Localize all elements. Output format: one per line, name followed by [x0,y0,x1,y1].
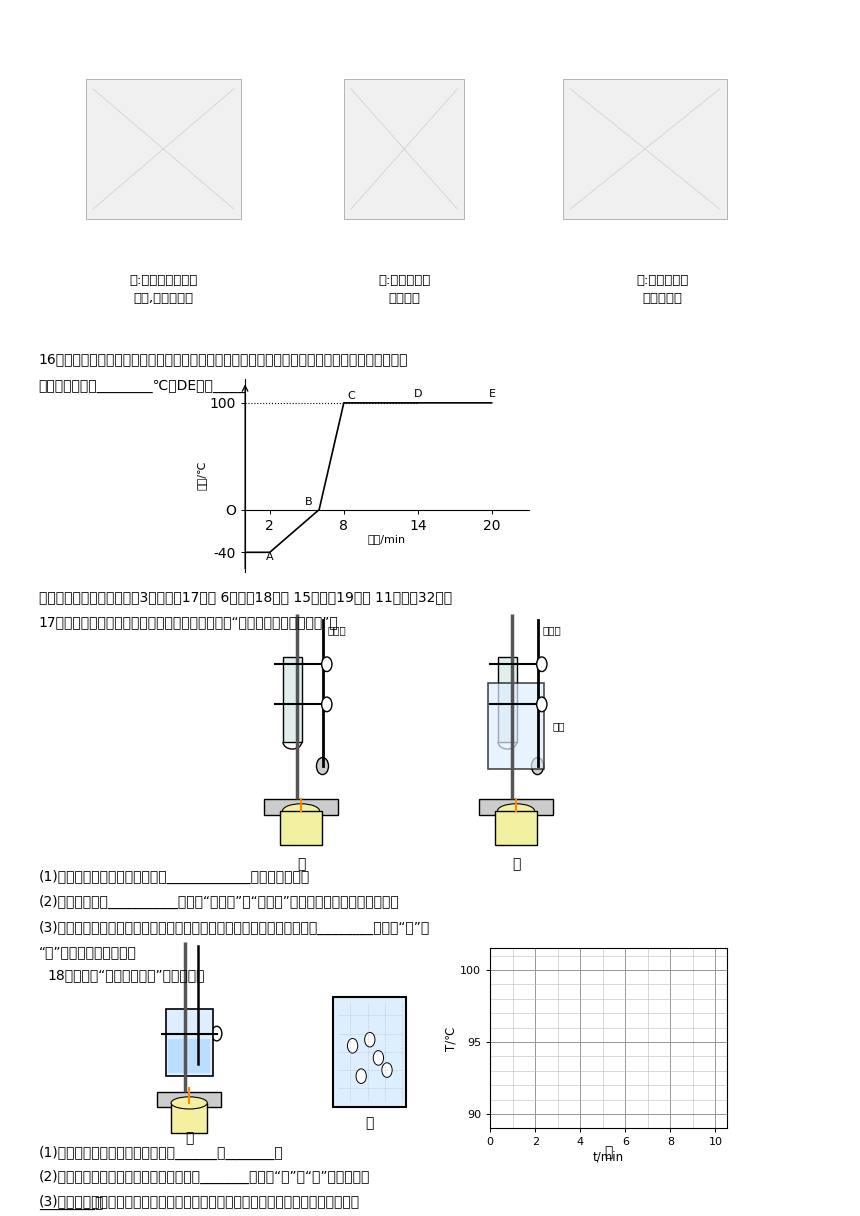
Text: (2)该实验应选用__________（选填“大冰块”或“碎冰块”）来进行实验，效果更好些。: (2)该实验应选用__________（选填“大冰块”或“碎冰块”）来进行实验，… [39,895,399,910]
Ellipse shape [282,804,320,818]
Circle shape [347,1038,358,1053]
Bar [265,799,337,815]
Text: D: D [414,389,422,399]
Bar [495,811,537,845]
Text: 乙: 乙 [366,1116,374,1131]
Text: (3)为了使试管中的冰受热均匀，且便于记录各时刻的温度值，小华应选用________（选填“甲”或: (3)为了使试管中的冰受热均匀，且便于记录各时刻的温度值，小华应选用______… [39,921,430,935]
Circle shape [322,697,332,711]
Ellipse shape [171,1097,207,1109]
Text: 丙: 丙 [605,1145,612,1160]
Circle shape [373,1051,384,1065]
Circle shape [365,1032,375,1047]
Text: 甲: 甲 [297,857,305,872]
Text: C: C [347,390,355,401]
Text: 物质的凝固点是________℃，DE段是________过程。: 物质的凝固点是________℃，DE段是________过程。 [39,379,295,394]
Circle shape [212,1026,222,1041]
Circle shape [316,758,329,775]
Bar [165,1009,213,1076]
Circle shape [537,657,547,671]
Bar [498,657,517,742]
Text: 乙:将湿手帕晴
在通风处: 乙:将湿手帕晴 在通风处 [378,274,430,304]
Text: 18．在图甲“观察水的沸腾”的实验中：: 18．在图甲“观察水的沸腾”的实验中： [47,968,205,983]
Text: ________。: ________。 [39,1197,103,1211]
Text: (2)该同学看到了如图乙的情景，这是沸腾_______（选填“前”或“时”）的情况。: (2)该同学看到了如图乙的情景，这是沸腾_______（选填“前”或“时”）的情… [39,1170,370,1184]
Bar [283,657,302,742]
Bar [168,1038,210,1073]
Text: 16．如图为探究某物质状态变化时小强绘制的该物质温度随时间的变化规律图像，分析图像可知该: 16．如图为探究某物质状态变化时小强绘制的该物质温度随时间的变化规律图像，分析图… [39,353,408,367]
Text: B: B [305,497,313,507]
Text: 17．小华设计了如图所示的甲、乙两种装置来探究“冰熔化时温度变化规律”。: 17．小华设计了如图所示的甲、乙两种装置来探究“冰熔化时温度变化规律”。 [39,615,339,630]
Text: 三、作图与实验探究题（关3小题，第17小题 6分，第18小题 15分，第19小题 11分，內32分）: 三、作图与实验探究题（关3小题，第17小题 6分，第18小题 15分，第19小题… [39,590,452,604]
Text: (1)使用温度计之前，应先观察它的______和_______。: (1)使用温度计之前，应先观察它的______和_______。 [39,1145,284,1160]
Text: “乙”）装置来进行实验。: “乙”）装置来进行实验。 [39,945,137,959]
Ellipse shape [497,804,535,818]
Text: (1)实验室常用温度计是利用液体____________的性质制成的。: (1)实验室常用温度计是利用液体____________的性质制成的。 [39,869,310,884]
Text: 温度计: 温度计 [543,625,562,635]
Bar [488,683,544,769]
Text: 乙: 乙 [512,857,520,872]
Text: 温度计: 温度计 [328,625,347,635]
Text: (3)小明同学在安装实验器材时，提出了以下两种安装顺序，你认为哪种方案更合理？: (3)小明同学在安装实验器材时，提出了以下两种安装顺序，你认为哪种方案更合理？ [39,1194,359,1209]
Text: 丙:将篮球场上
的积水扫开: 丙:将篮球场上 的积水扫开 [636,274,688,304]
Bar [157,1092,222,1107]
Text: 甲:刚洗过的锅上有
水珠,用火考一考: 甲:刚洗过的锅上有 水珠,用火考一考 [129,274,198,304]
X-axis label: t/min: t/min [593,1150,624,1164]
Circle shape [382,1063,392,1077]
Bar [480,799,552,815]
Circle shape [531,758,544,775]
Bar [563,79,727,219]
Text: A: A [266,552,273,562]
Bar [344,79,464,219]
Bar [280,811,322,845]
Y-axis label: 温度/℃: 温度/℃ [197,461,207,490]
Bar [86,79,241,219]
Bar [334,997,407,1107]
Circle shape [537,697,547,711]
Text: 甲: 甲 [185,1131,194,1145]
Text: 热水: 热水 [552,721,565,731]
Bar [171,1103,207,1133]
Y-axis label: T/℃: T/℃ [445,1026,458,1051]
Text: E: E [488,389,495,399]
X-axis label: 时间/min: 时间/min [368,534,406,544]
Circle shape [356,1069,366,1083]
Circle shape [322,657,332,671]
